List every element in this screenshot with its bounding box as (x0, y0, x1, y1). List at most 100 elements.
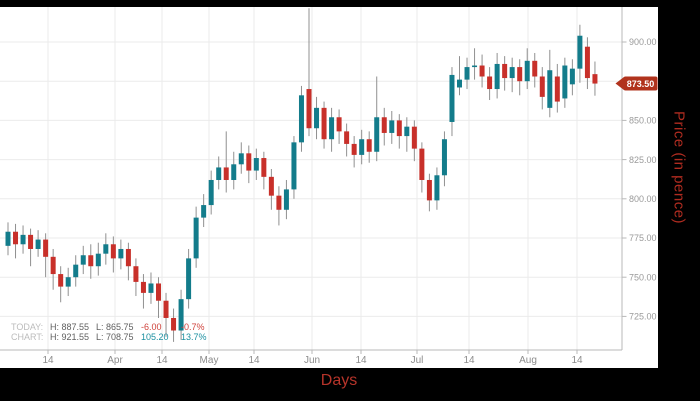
chart-range-label: CHART: (11, 332, 44, 342)
candle-body (329, 117, 335, 140)
candle-body (73, 264, 79, 278)
candle-body (13, 231, 19, 245)
candle-body (321, 107, 327, 140)
x-tick-label: 14 (571, 355, 583, 366)
x-tick-label: Apr (107, 355, 123, 366)
chart-range-high: H: 921.55 (50, 332, 90, 342)
candle-body (231, 164, 237, 180)
y-tick-label: 825.00 (629, 155, 657, 165)
candle-body (389, 120, 395, 133)
candle-body (509, 67, 515, 79)
today-high: H: 887.55 (50, 322, 90, 332)
candle-body (163, 300, 169, 318)
x-tick-label: 14 (463, 355, 475, 366)
candle-body (110, 244, 116, 259)
candle-body (554, 76, 560, 102)
candle-body (584, 46, 590, 79)
candle-body (494, 63, 500, 90)
candle-body (171, 317, 177, 331)
x-axis-title: Days (320, 372, 358, 389)
candle-body (283, 189, 289, 210)
candle-body (464, 67, 470, 80)
candle-body (253, 158, 259, 171)
bottom-border-bar: Days (0, 368, 700, 401)
candle-body (140, 281, 146, 293)
grid-layer (0, 7, 622, 350)
axes-layer: 900.00 850.00 825.00 800.00 775.00 750.00 725.… (0, 7, 657, 366)
y-tick-label: 800.00 (629, 194, 657, 204)
candle-body (487, 76, 493, 90)
candle-body (366, 139, 372, 152)
today-change: -6.00 (141, 322, 162, 332)
candle-body (381, 117, 387, 133)
candle-body (261, 158, 267, 177)
y-tick-label: 900.00 (629, 37, 657, 47)
last-price-tag: 873.50 (615, 76, 658, 91)
x-tick-label: Aug (519, 355, 537, 366)
candle-body (50, 256, 56, 275)
candle-body (592, 74, 598, 84)
candle-body (517, 67, 523, 82)
candle-body (472, 65, 478, 68)
chart-range-change: 105.20 (141, 332, 169, 342)
candle-body (344, 131, 350, 144)
x-tick-label: 14 (156, 355, 168, 366)
today-low: L: 865.75 (96, 322, 134, 332)
x-tick-label: Jul (411, 355, 424, 366)
candle-body (58, 274, 64, 287)
candle-body (223, 167, 229, 180)
candle-body (208, 179, 214, 206)
candle-body (449, 74, 455, 122)
x-tick-label: Jun (304, 355, 320, 366)
candle-body (562, 65, 568, 99)
candle-body (95, 253, 101, 267)
candle-body (125, 248, 131, 267)
y-tick-label: 750.00 (629, 272, 657, 282)
top-border-bar (0, 0, 700, 7)
candle-body (216, 167, 222, 180)
candle-body (441, 139, 447, 176)
candle-body (133, 266, 139, 282)
x-tick-label: 14 (355, 355, 367, 366)
last-price-label: 873.50 (627, 79, 655, 89)
candle-body (156, 283, 161, 301)
candle-body (103, 244, 109, 254)
candle-body (193, 217, 199, 259)
candle-body (577, 35, 583, 69)
candle-body (411, 126, 417, 149)
candle-body (306, 89, 312, 129)
candle-body (404, 126, 410, 137)
candle-body (35, 239, 41, 249)
candle-body (268, 176, 274, 196)
candle-body (457, 79, 462, 88)
candle-body (276, 195, 282, 210)
candle-body (419, 148, 425, 180)
candle-body (88, 255, 94, 267)
candle-body (479, 65, 485, 77)
candle-body (569, 68, 575, 85)
y-axis-title: Price (in pence) (670, 110, 688, 225)
candle-body (359, 139, 365, 155)
candle-body (238, 153, 244, 165)
right-border-bar: Price (in pence) (658, 0, 700, 401)
candle-body (434, 175, 440, 201)
candle-body (118, 248, 124, 259)
candle-body (426, 179, 432, 201)
candle-body (532, 60, 538, 77)
y-tick-label: 725.00 (629, 312, 657, 322)
x-tick-label: 14 (42, 355, 54, 366)
x-tick-label: May (200, 355, 219, 366)
candle-body (298, 95, 304, 143)
candle-body (547, 70, 553, 108)
candles-layer (5, 8, 598, 342)
candle-body (201, 205, 207, 218)
candle-body (80, 255, 86, 265)
candle-body (336, 117, 342, 132)
candle-body (5, 231, 11, 246)
candle-body (20, 234, 26, 245)
candle-body (396, 120, 402, 137)
today-label: TODAY: (11, 322, 44, 332)
candle-body (178, 299, 184, 331)
chart-range-low: L: 708.75 (96, 332, 134, 342)
